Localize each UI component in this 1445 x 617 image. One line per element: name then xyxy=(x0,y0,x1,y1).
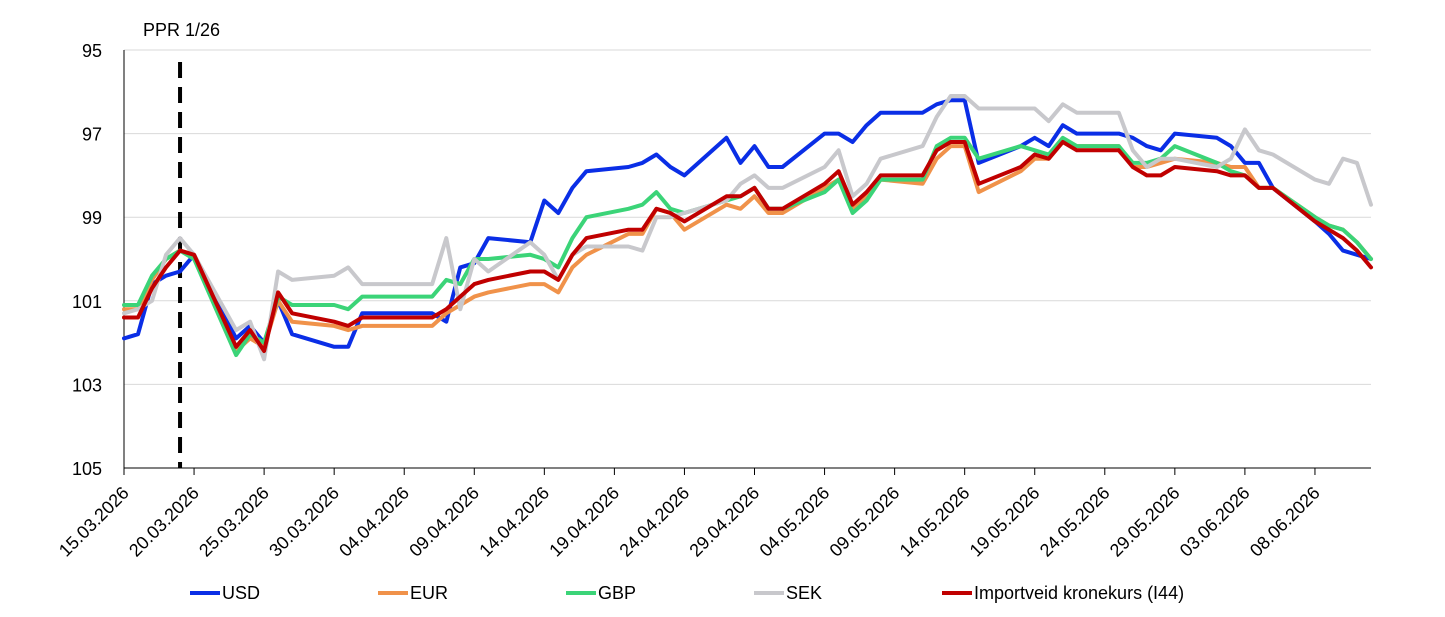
series-line-importveid-kronekurs-i44 xyxy=(122,140,1373,353)
x-tick-label: 15.03.2026 xyxy=(55,483,133,561)
y-tick-label: 103 xyxy=(72,375,102,395)
series-line-eur xyxy=(122,140,1373,353)
y-tick-labels: 95 97 99 101 103 105 xyxy=(72,41,102,479)
series-lines xyxy=(122,94,1373,362)
y-tick-label: 95 xyxy=(82,41,102,61)
annotation: PPR 1/26 xyxy=(143,20,220,468)
x-tick-label: 29.05.2026 xyxy=(1106,483,1184,561)
legend-label: EUR xyxy=(410,583,448,603)
axes xyxy=(123,50,1371,475)
legend-item-usd: USD xyxy=(190,583,260,603)
x-tick-label: 04.05.2026 xyxy=(756,483,834,561)
x-tick-label: 25.03.2026 xyxy=(195,483,273,561)
x-tick-label: 09.05.2026 xyxy=(826,483,904,561)
x-tick-label: 14.05.2026 xyxy=(896,483,974,561)
ppr-marker-label: PPR 1/26 xyxy=(143,20,220,40)
x-tick-label: 04.04.2026 xyxy=(335,483,413,561)
gridlines xyxy=(124,49,1371,385)
y-tick-label: 97 xyxy=(82,125,102,145)
x-tick-label: 24.05.2026 xyxy=(1036,483,1114,561)
y-tick-label: 101 xyxy=(72,292,102,312)
legend: USD EUR GBP SEK Importveid kronekurs (I44) xyxy=(190,583,1184,603)
x-tick-label: 14.04.2026 xyxy=(475,483,553,561)
x-tick-label: 24.04.2026 xyxy=(615,483,693,561)
legend-label: SEK xyxy=(786,583,822,603)
legend-label: Importveid kronekurs (I44) xyxy=(974,583,1184,603)
x-tick-label: 29.04.2026 xyxy=(685,483,763,561)
legend-item-sek: SEK xyxy=(754,583,822,603)
x-tick-label: 19.04.2026 xyxy=(545,483,623,561)
x-tick-label: 20.03.2026 xyxy=(125,483,203,561)
y-tick-label: 105 xyxy=(72,459,102,479)
x-tick-label: 03.06.2026 xyxy=(1176,483,1254,561)
x-tick-labels: 15.03.202620.03.202625.03.202630.03.2026… xyxy=(55,483,1324,561)
x-tick-label: 19.05.2026 xyxy=(966,483,1044,561)
y-tick-label: 99 xyxy=(82,208,102,228)
series-line-sek xyxy=(122,94,1373,362)
legend-item-gbp: GBP xyxy=(566,583,636,603)
legend-label: USD xyxy=(222,583,260,603)
x-tick-label: 08.06.2026 xyxy=(1246,483,1324,561)
legend-item-eur: EUR xyxy=(378,583,448,603)
x-tick-label: 09.04.2026 xyxy=(405,483,483,561)
x-tick-label: 30.03.2026 xyxy=(265,483,343,561)
series-line-usd xyxy=(122,98,1373,349)
legend-label: GBP xyxy=(598,583,636,603)
legend-item-importveid-kronekurs-i44: Importveid kronekurs (I44) xyxy=(942,583,1184,603)
